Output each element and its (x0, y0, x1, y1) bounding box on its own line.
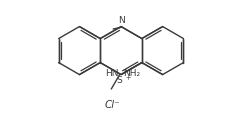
Text: Cl⁻: Cl⁻ (105, 100, 121, 110)
Text: NH₂: NH₂ (123, 69, 141, 78)
Text: S: S (116, 76, 122, 85)
Text: N: N (118, 16, 125, 25)
Text: HN: HN (105, 69, 119, 78)
Text: +: + (125, 75, 131, 81)
